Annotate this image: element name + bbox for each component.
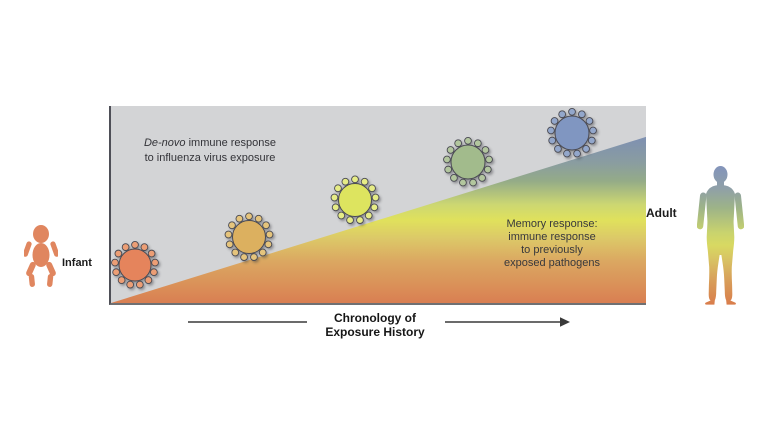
adult-silhouette-icon [697, 166, 744, 305]
timeline-label-line-1: Chronology of [334, 311, 416, 325]
memory-line-1: Memory response: [506, 218, 598, 230]
denovo-line-2: to influenza virus exposure [144, 152, 276, 164]
virus-exposure-4 [443, 136, 493, 187]
timeline-label: Chronology of Exposure History [303, 311, 447, 339]
timeline-label-line-2: Exposure History [325, 324, 425, 339]
virus-exposure-5 [547, 107, 597, 158]
adult-label: Adult [646, 206, 677, 220]
denovo-response-label: De-novo immune response to influenza vir… [122, 136, 298, 166]
memory-line-3: to previously [521, 244, 583, 256]
virus-exposure-1 [111, 240, 159, 289]
infant-label: Infant [62, 257, 92, 269]
memory-line-4: exposed pathogens [503, 257, 601, 269]
denovo-line-1: De-novo immune response [143, 137, 277, 149]
virus-particles-layer [111, 107, 597, 289]
memory-response-label: Memory response: immune response to prev… [463, 218, 641, 270]
virus-exposure-3 [330, 175, 380, 224]
diagram-panel: De-novo immune response to influenza vir… [109, 106, 646, 305]
memory-line-2: immune response [508, 231, 596, 243]
arrowhead-icon [560, 317, 570, 327]
virus-exposure-2 [224, 212, 274, 261]
infant-silhouette-icon [24, 225, 58, 287]
timeline-arrow [188, 317, 570, 327]
